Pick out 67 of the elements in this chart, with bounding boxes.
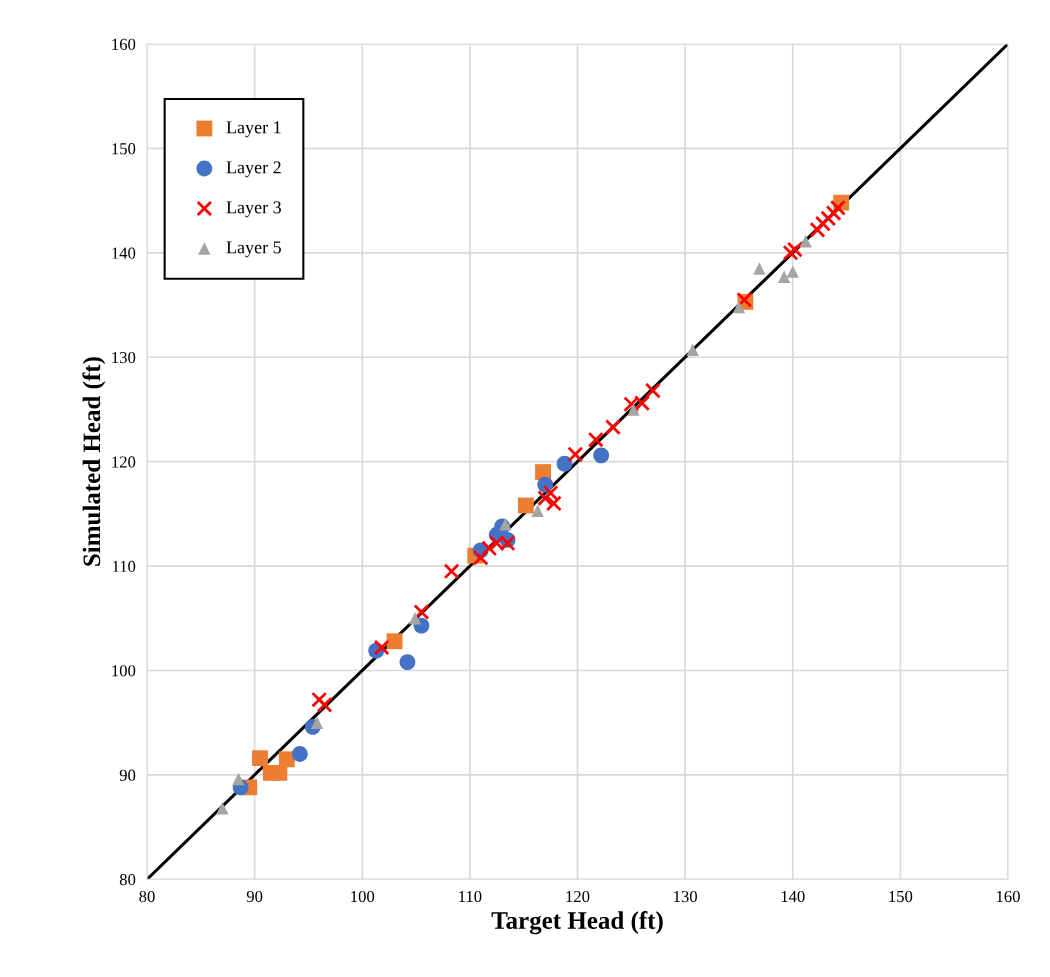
point [311,691,328,708]
y-tick-label: 140 [112,247,136,259]
point [644,382,661,399]
point [786,265,799,278]
y-tick-label: 160 [112,38,136,50]
point [252,750,268,767]
point [809,221,826,238]
point [814,215,831,232]
point [443,563,460,580]
point [799,235,812,248]
point [399,654,416,671]
y-tick-label: 150 [112,143,136,155]
point [820,210,837,227]
y-tick-label: 80 [119,874,136,886]
point [271,764,288,781]
point [782,244,799,261]
point [413,604,430,620]
point [291,746,308,762]
point [593,447,610,464]
legend-label: Layer 1 [226,121,281,138]
y-tick-label: 90 [119,769,136,781]
point [232,772,245,786]
y-axis-title: Simulated Head (ft) [82,357,106,566]
x-axis-title: Target Head (ft) [491,911,663,935]
point [545,495,562,512]
point [531,504,544,517]
x-tick-label: 80 [139,890,155,903]
x-tick-label: 120 [566,890,590,903]
y-tick-label: 110 [112,560,136,572]
point [408,612,422,625]
x-tick-label: 140 [781,890,805,903]
point [373,639,390,656]
point [825,205,842,222]
x-tick-label: 100 [351,890,375,903]
point [627,403,640,416]
point [753,262,766,275]
point [777,270,791,284]
point [587,431,604,448]
point [537,490,554,507]
point [786,241,803,258]
x-tick-label: 90 [246,890,263,903]
point [732,300,746,314]
point [481,540,498,557]
x-tick-label: 160 [996,890,1020,903]
legend-label: Layer 2 [226,161,281,178]
point [686,343,699,357]
point [316,696,333,713]
point [542,484,559,501]
point [472,549,489,566]
y-tick-label: 100 [112,665,136,677]
point [605,419,621,436]
x-tick-label: 110 [459,890,482,903]
point [556,455,573,472]
x-tick-label: 150 [889,890,913,903]
legend-label: Layer 3 [226,201,281,218]
x-tick-label: 130 [674,890,697,903]
point [278,751,295,768]
point [310,716,324,729]
legend-label: Layer 5 [226,241,281,258]
point [216,802,229,815]
point [386,633,403,650]
point [517,497,534,514]
y-tick-label: 130 [112,351,136,364]
y-tick-label: 120 [112,456,136,468]
point [567,446,584,463]
point [829,199,846,216]
point [499,518,512,531]
